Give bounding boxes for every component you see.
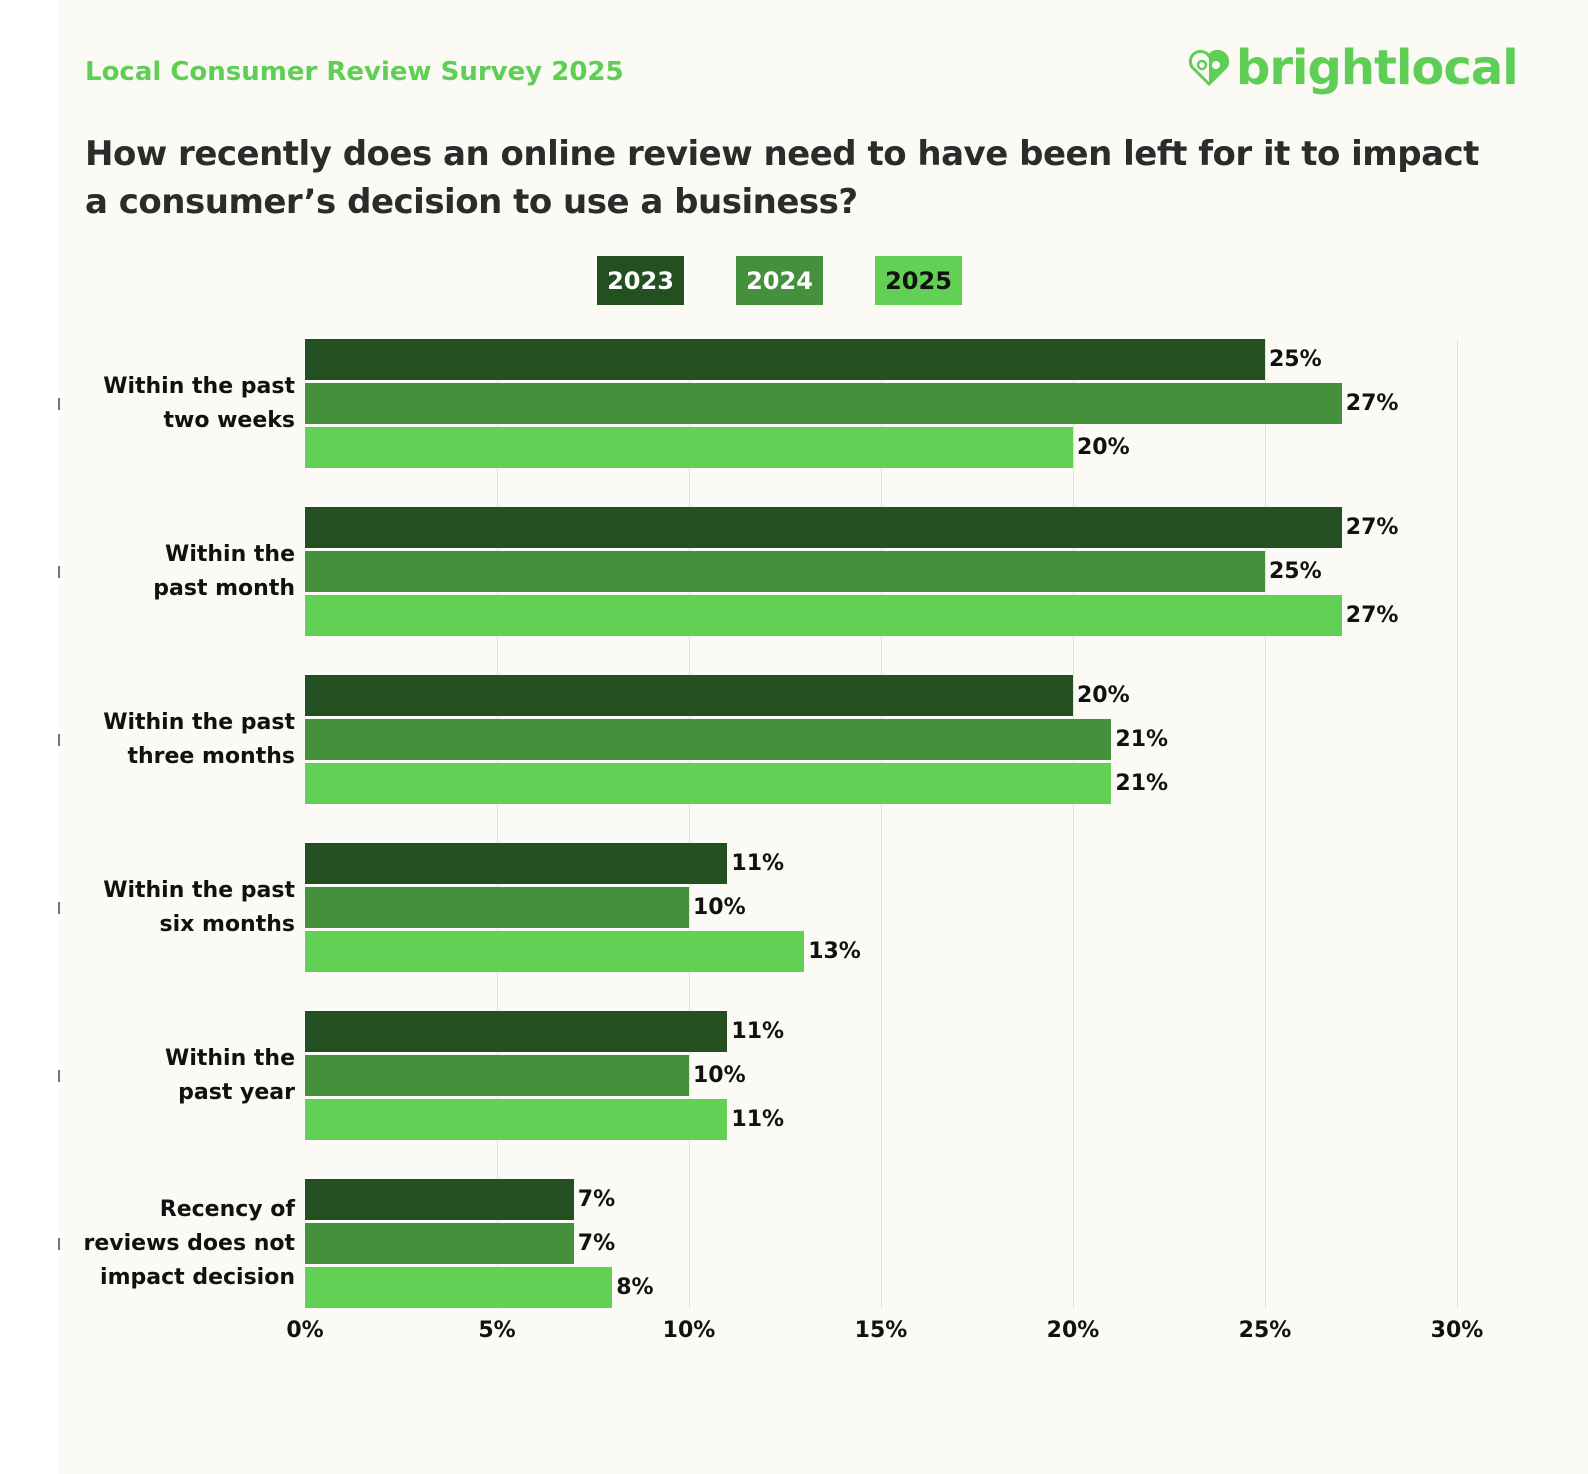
chart-title: How recently does an online review need …	[85, 134, 1479, 222]
bar-2023	[305, 1011, 728, 1052]
data-label: 21%	[1115, 727, 1169, 752]
x-tick-label: 25%	[1238, 1318, 1292, 1343]
x-tick-label: 20%	[1046, 1318, 1100, 1343]
x-tick-label: 5%	[478, 1318, 516, 1343]
category-label: Within the past three months	[103, 709, 295, 769]
gridline	[1265, 339, 1266, 1309]
data-label: 11%	[731, 1019, 785, 1044]
data-label: 13%	[808, 939, 861, 964]
bar-2024	[305, 1223, 574, 1264]
data-label: 21%	[1115, 771, 1169, 796]
bar-2025	[305, 595, 1342, 636]
data-label: 8%	[616, 1275, 654, 1300]
legend-item-2023: 2023	[597, 256, 684, 305]
bar-2025	[305, 1267, 613, 1308]
data-label: 25%	[1269, 559, 1322, 584]
data-label: 27%	[1345, 515, 1399, 540]
heart-pin-icon	[1188, 50, 1230, 86]
category-label: Within the past month	[153, 541, 295, 601]
bar-2025	[305, 1099, 728, 1140]
bar-2024	[305, 551, 1265, 592]
axis-tick-mark	[58, 733, 60, 746]
axis-tick-mark	[58, 1237, 60, 1250]
bar-2023	[305, 843, 728, 884]
data-label: 27%	[1345, 391, 1399, 416]
bar-2023	[305, 339, 1265, 380]
category-label: Recency of reviews does not impact decis…	[83, 1196, 295, 1290]
gridline	[689, 339, 690, 1309]
data-label: 10%	[693, 895, 746, 920]
data-label: 20%	[1077, 683, 1130, 708]
x-tick-label: 15%	[854, 1318, 908, 1343]
category-label: Within the past year	[165, 1045, 295, 1105]
axis-tick-mark	[58, 565, 60, 578]
x-tick-label: 0%	[286, 1318, 324, 1343]
gridline	[1073, 339, 1074, 1309]
bar-2024	[305, 383, 1342, 424]
brightlocal-logo: brightlocal	[1188, 40, 1519, 96]
bar-2023	[305, 675, 1073, 716]
bar-2025	[305, 427, 1073, 468]
survey-subtitle: Local Consumer Review Survey 2025	[85, 57, 624, 87]
gridline	[1457, 339, 1458, 1309]
x-tick-label: 10%	[662, 1318, 716, 1343]
bar-2025	[305, 763, 1112, 804]
axis-tick-mark	[58, 397, 60, 410]
data-label: 10%	[693, 1063, 746, 1088]
bar-2023	[305, 1179, 574, 1220]
data-label: 7%	[577, 1231, 616, 1256]
data-label: 25%	[1269, 347, 1322, 372]
legend-item-2024: 2024	[736, 256, 823, 305]
bar-2023	[305, 507, 1342, 548]
bar-2024	[305, 887, 689, 928]
x-tick-label: 30%	[1430, 1318, 1484, 1343]
category-label: Within the past two weeks	[103, 373, 295, 433]
legend-item-2025: 2025	[875, 256, 962, 305]
gridline	[497, 339, 498, 1309]
axis-tick-mark	[58, 901, 60, 914]
logo-text: brightlocal	[1236, 40, 1519, 96]
data-label: 27%	[1345, 603, 1399, 628]
data-label: 11%	[731, 1107, 785, 1132]
data-label: 20%	[1077, 435, 1130, 460]
bar-2025	[305, 931, 805, 972]
axis-tick-mark	[58, 1069, 60, 1082]
data-label: 7%	[577, 1187, 616, 1212]
category-label: Within the past six months	[103, 877, 295, 937]
bar-2024	[305, 1055, 689, 1096]
gridline	[881, 339, 882, 1309]
bar-2024	[305, 719, 1112, 760]
data-label: 11%	[731, 851, 785, 876]
